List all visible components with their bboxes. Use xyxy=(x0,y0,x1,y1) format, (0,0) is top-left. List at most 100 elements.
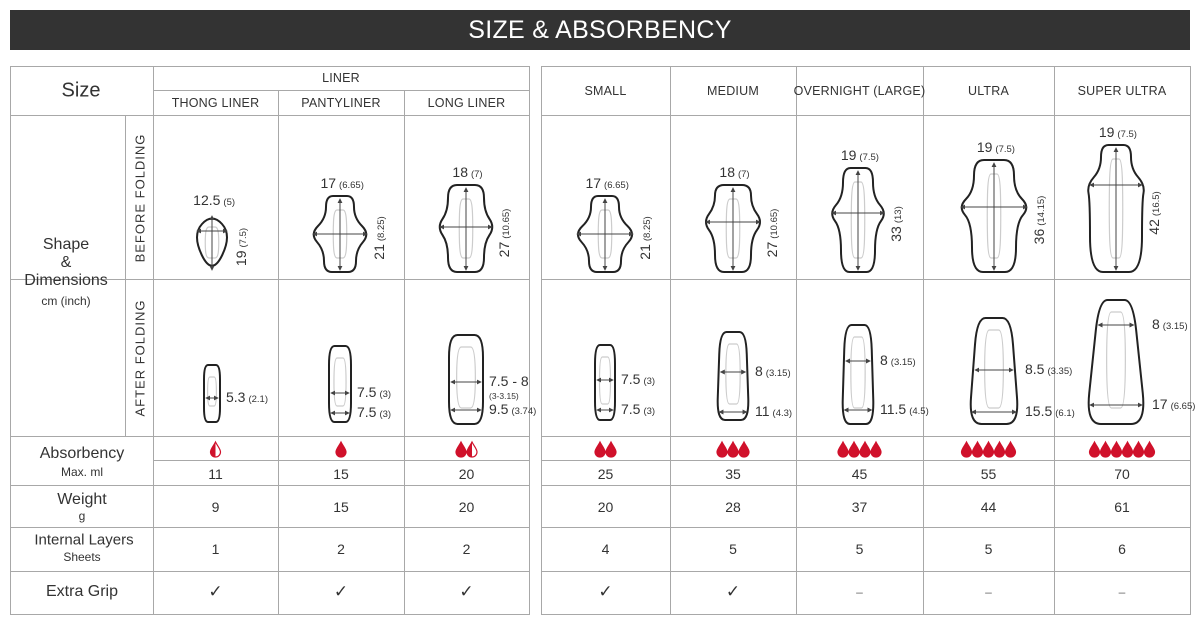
dimension-inches: (6.65) xyxy=(1170,401,1196,412)
dimension-value: 8 xyxy=(1152,316,1160,332)
extra-grip-value: ✓ xyxy=(459,582,474,601)
dimension-inches: (3) xyxy=(643,376,656,387)
dimension-value: 17 xyxy=(585,175,602,191)
dimension-inches: (10.65) xyxy=(769,208,780,239)
dimension-value: 27 xyxy=(764,241,780,257)
dimension-value: 9.5 xyxy=(489,401,509,417)
dimension-inches: (6.1) xyxy=(1055,408,1075,419)
dimension-value: 7.5 xyxy=(621,371,641,387)
grid-line xyxy=(10,614,530,615)
after-width-label: 15.5 (6.1) xyxy=(1025,404,1075,420)
column-header-long-liner: LONG LINER xyxy=(427,96,506,110)
max-ml-value: 55 xyxy=(980,466,997,482)
dimension-inches: (3.15) xyxy=(765,368,791,379)
drop-icon xyxy=(870,440,882,458)
pad-before-folding-outline xyxy=(831,167,885,273)
layers-value: 2 xyxy=(337,541,345,557)
layers-sub-label: Sheets xyxy=(63,550,101,564)
grid-line xyxy=(404,90,405,615)
dimension-inches: (8.25) xyxy=(376,216,387,242)
before-width-label: 19 (7.5) xyxy=(1099,125,1137,141)
half-drop-icon xyxy=(466,440,478,458)
extra-grip-label: Extra Grip xyxy=(45,583,119,600)
dimension-value: 7.5 xyxy=(621,401,641,417)
dimension-value: 8.5 xyxy=(1025,361,1045,377)
dimension-inches: (7) xyxy=(737,169,750,180)
dimension-inches: (7) xyxy=(470,169,483,180)
pad-before-folding-outline xyxy=(196,217,228,267)
max-ml-value: 11 xyxy=(208,466,223,482)
dimensions-label: Dimensions xyxy=(24,272,108,289)
grid-line xyxy=(541,279,1191,280)
before-length-label: 27 (10.65) xyxy=(496,208,513,257)
dimension-inches: (4.5) xyxy=(909,406,929,417)
dimension-value: 8 xyxy=(755,363,763,379)
dimension-value: 19 xyxy=(840,147,857,163)
dimension-inches: (3.74) xyxy=(511,406,537,417)
grid-line xyxy=(1054,66,1055,615)
grid-line xyxy=(529,66,530,615)
before-length-label: 27 (10.65) xyxy=(764,208,781,257)
half-drop-icon xyxy=(209,440,222,458)
dimension-inches: (3.15) xyxy=(890,357,916,368)
dimension-value: 11 xyxy=(755,403,770,419)
pad-core-outline xyxy=(458,198,474,259)
grid-line xyxy=(541,527,1191,528)
weight-label: Weight xyxy=(57,491,107,508)
dimension-inches: (10.65) xyxy=(501,208,512,239)
column-header-small: SMALL xyxy=(584,84,627,98)
column-header-ultra: ULTRA xyxy=(967,84,1010,98)
before-width-label: 18 (7) xyxy=(719,165,749,181)
drop-icon xyxy=(594,440,606,458)
drop-icon xyxy=(455,440,467,458)
dimension-inches: (3.15) xyxy=(1162,321,1188,332)
drop-icon xyxy=(982,440,995,458)
dimension-inches: (7.5) xyxy=(238,227,249,247)
grid-line xyxy=(10,66,11,615)
dimension-inches: (16.5) xyxy=(1151,190,1162,216)
drop-icon xyxy=(716,440,728,458)
drop-icon xyxy=(1143,440,1156,458)
dimension-inches: (3-3.15) xyxy=(489,391,519,401)
max-ml-value: 35 xyxy=(725,466,741,482)
liner-group-header: LINER xyxy=(322,71,360,85)
grid-line xyxy=(670,66,671,615)
absorbency-label: Absorbency xyxy=(39,445,125,462)
dimension-inches: (3) xyxy=(379,409,392,420)
grid-line xyxy=(923,66,924,615)
dimension-value: 21 xyxy=(371,244,387,260)
dimension-inches: (7.5) xyxy=(1117,129,1137,140)
extra-grip-value: ✓ xyxy=(725,582,741,601)
extra-grip-value: – xyxy=(856,585,863,599)
before-length-label: 19 (7.5) xyxy=(233,227,250,265)
extra-grip-value: ✓ xyxy=(333,582,349,601)
ampersand-label: & xyxy=(60,254,72,271)
dimension-value: 7.5 xyxy=(357,404,377,420)
max-ml-value: 45 xyxy=(851,466,868,482)
column-header-overnight-large: OVERNIGHT (LARGE) xyxy=(793,84,926,98)
pad-before-folding-outline xyxy=(438,184,494,273)
drop-icon xyxy=(738,440,750,458)
dimension-value: 12.5 xyxy=(193,192,221,208)
weight-value: 61 xyxy=(1114,499,1130,515)
grid-line xyxy=(10,115,530,116)
dimension-value: 8 xyxy=(880,352,888,368)
before-width-label: 17 (6.65) xyxy=(585,176,628,192)
after-width-label: 8 (3.15) xyxy=(1152,317,1188,333)
grid-line xyxy=(541,485,1191,486)
dimension-value: 42 xyxy=(1146,218,1162,235)
layers-value: 2 xyxy=(462,541,471,557)
layers-label: Internal Layers xyxy=(34,531,134,549)
dimension-value: 17 xyxy=(1152,396,1168,412)
drop-icon xyxy=(993,440,1006,458)
column-header-pantyliner: PANTYLINER xyxy=(301,96,381,110)
pad-before-folding-outline xyxy=(312,195,368,273)
dimension-value: 7.5 - 8 xyxy=(489,373,529,389)
dimension-inches: (4.3) xyxy=(772,408,793,419)
grid-line xyxy=(153,66,154,615)
dimension-value: 18 xyxy=(719,164,735,180)
grid-line xyxy=(541,614,1191,615)
max-ml-value: 70 xyxy=(1114,466,1130,482)
grid-line xyxy=(1190,66,1191,615)
